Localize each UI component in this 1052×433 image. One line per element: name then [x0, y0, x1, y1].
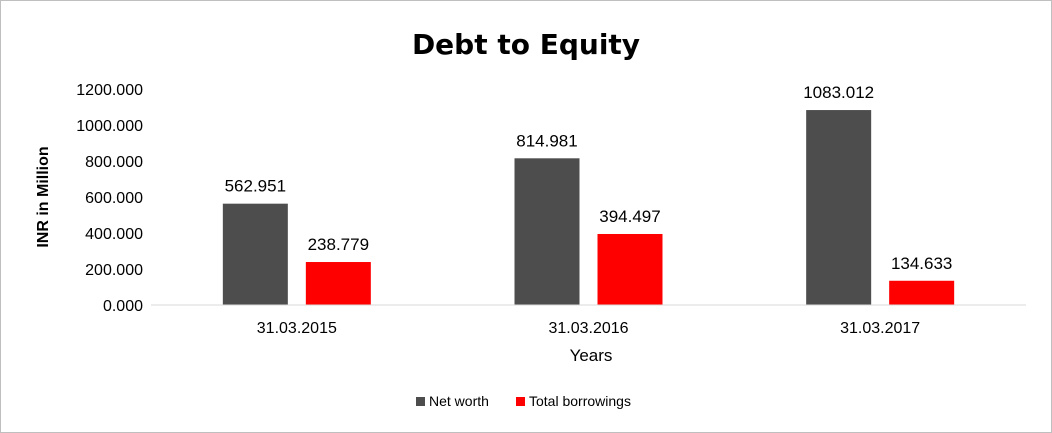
data-label: 238.779: [308, 235, 369, 254]
y-tick-label: 200.000: [85, 262, 143, 279]
y-tick-label: 400.000: [85, 226, 143, 243]
y-axis-label: INR in Million: [35, 146, 52, 247]
data-label: 1083.012: [803, 83, 874, 102]
y-tick-label: 1000.000: [76, 118, 143, 135]
bar-total-borrowings: [597, 233, 663, 305]
x-tick-label: 31.03.2017: [840, 320, 920, 337]
x-tick-label: 31.03.2015: [257, 320, 337, 337]
bar-net-worth: [806, 110, 872, 306]
data-label: 134.633: [891, 254, 952, 273]
y-tick-label: 800.000: [85, 154, 143, 171]
legend-label-net-worth: Net worth: [429, 393, 489, 409]
y-tick-label: 0.000: [103, 298, 143, 315]
x-axis-ticks: 31.03.2015 31.03.2016 31.03.2017: [257, 320, 921, 337]
y-axis-ticks: 0.000 200.000 400.000 600.000 800.000 1000.00…: [76, 82, 143, 315]
x-axis-label: Years: [570, 346, 613, 365]
y-tick-label: 600.000: [85, 190, 143, 207]
y-tick-label: 1200.000: [76, 82, 143, 99]
legend-swatch-total-borrowings: [516, 397, 525, 406]
legend: Net worth Total borrowings: [416, 393, 631, 409]
bar-total-borrowings: [889, 280, 955, 305]
legend-label-total-borrowings: Total borrowings: [529, 393, 631, 409]
data-label: 814.981: [516, 131, 577, 150]
data-labels-group: 562.951 238.779 814.981 394.497 1083.012 134.…: [225, 83, 953, 273]
bar-total-borrowings: [305, 262, 371, 305]
data-label: 562.951: [225, 177, 286, 196]
legend-swatch-net-worth: [416, 397, 425, 406]
chart-title: Debt to Equity: [412, 28, 640, 61]
bar-net-worth: [514, 158, 580, 305]
data-label: 394.497: [599, 207, 660, 226]
bar-net-worth: [222, 203, 288, 305]
bars-group: [222, 110, 955, 306]
x-tick-label: 31.03.2016: [548, 320, 628, 337]
